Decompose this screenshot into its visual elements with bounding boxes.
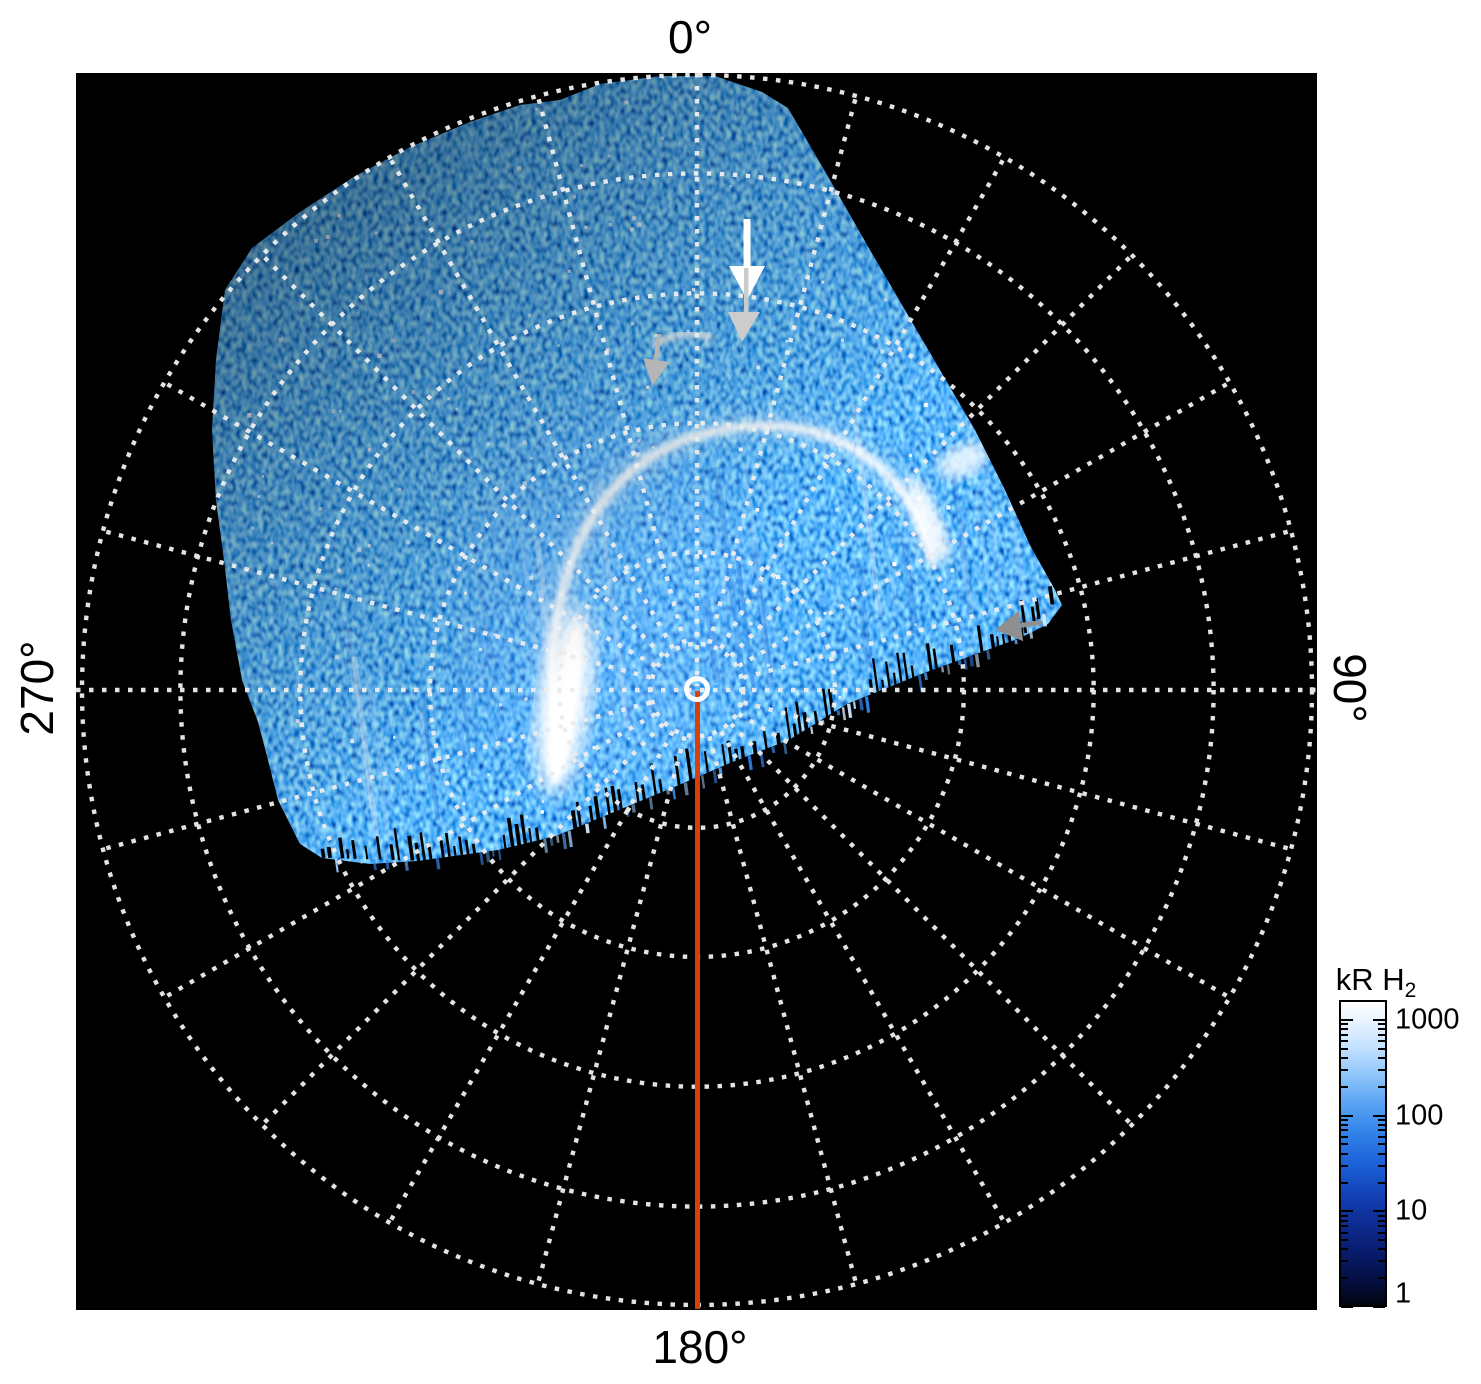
colorbar-tick-label: 1 <box>1395 1277 1412 1310</box>
colorbar-minor-tick <box>1341 1181 1348 1184</box>
angle-label-left: 270° <box>11 640 63 736</box>
colorbar-major-tick <box>1341 1210 1353 1213</box>
colorbar-minor-tick <box>1341 1057 1348 1060</box>
colorbar-minor-tick <box>1341 1260 1348 1263</box>
colorbar-minor-tick <box>1341 1219 1348 1222</box>
colorbar-major-tick <box>1373 1114 1385 1117</box>
colorbar-minor-tick <box>1378 1248 1385 1251</box>
colorbar-title: kR H2 <box>1335 962 1417 1003</box>
colorbar-minor-tick <box>1378 1119 1385 1122</box>
colorbar-major-tick <box>1341 1019 1353 1021</box>
colorbar-minor-tick <box>1378 1085 1385 1088</box>
colorbar-minor-tick <box>1378 1023 1385 1026</box>
colorbar-minor-tick <box>1341 1152 1348 1155</box>
colorbar-minor-tick <box>1378 1057 1385 1060</box>
gray-down-arrow-left <box>643 333 670 386</box>
colorbar-minor-tick <box>1341 1135 1348 1138</box>
colorbar-minor-tick <box>1341 1085 1348 1088</box>
colorbar-minor-tick <box>1341 1047 1348 1050</box>
pole-marker-ring <box>684 676 710 702</box>
colorbar-minor-tick <box>1378 1277 1385 1280</box>
colorbar-tick-label: 1000 <box>1395 1003 1460 1036</box>
colorbar-minor-tick <box>1378 1239 1385 1242</box>
colorbar-major-tick <box>1373 1019 1385 1021</box>
colorbar-major-tick <box>1341 1114 1353 1117</box>
colorbar-minor-tick <box>1378 1214 1385 1217</box>
colorbar-minor-tick <box>1378 1143 1385 1146</box>
colorbar-minor-tick <box>1378 1069 1385 1072</box>
gray-down-arrow-upper <box>728 268 760 342</box>
gray-left-arrow-right-edge <box>995 610 1043 642</box>
colorbar-tick-label: 10 <box>1395 1194 1428 1227</box>
colorbar-minor-tick <box>1378 1047 1385 1050</box>
colorbar-minor-tick <box>1341 1028 1348 1031</box>
colorbar-minor-tick <box>1341 1248 1348 1251</box>
colorbar-minor-tick <box>1378 1040 1385 1043</box>
colorbar-minor-tick <box>1341 1239 1348 1242</box>
colorbar-minor-tick <box>1378 1033 1385 1036</box>
colorbar-tick-label: 100 <box>1395 1099 1444 1132</box>
polar-grid <box>76 72 1317 1308</box>
colorbar-minor-tick <box>1341 1123 1348 1126</box>
colorbar-minor-tick <box>1341 1023 1348 1026</box>
colorbar-minor-tick <box>1378 1164 1385 1167</box>
colorbar-minor-tick <box>1341 1069 1348 1072</box>
colorbar-minor-tick <box>1378 1129 1385 1132</box>
colorbar-minor-tick <box>1341 1040 1348 1043</box>
colorbar-major-tick <box>1341 1306 1353 1308</box>
colorbar-minor-tick <box>1378 1135 1385 1138</box>
colorbar-minor-tick <box>1341 1119 1348 1122</box>
colorbar-minor-tick <box>1378 1123 1385 1126</box>
colorbar-minor-tick <box>1341 1225 1348 1228</box>
colorbar-major-tick <box>1373 1210 1385 1213</box>
colorbar-minor-tick <box>1341 1277 1348 1280</box>
colorbar-minor-tick <box>1341 1129 1348 1132</box>
colorbar-minor-tick <box>1341 1033 1348 1036</box>
colorbar-title-subscript: 2 <box>1404 979 1417 1003</box>
colorbar-minor-tick <box>1378 1152 1385 1155</box>
colorbar-major-tick <box>1373 1306 1385 1308</box>
angle-label-top: 0° <box>668 11 712 63</box>
colorbar-minor-tick <box>1341 1143 1348 1146</box>
colorbar-minor-tick <box>1378 1231 1385 1234</box>
colorbar-minor-tick <box>1378 1260 1385 1263</box>
colorbar-minor-tick <box>1378 1028 1385 1031</box>
colorbar-minor-tick <box>1378 1181 1385 1184</box>
colorbar-minor-tick <box>1341 1214 1348 1217</box>
colorbar-minor-tick <box>1341 1164 1348 1167</box>
colorbar-minor-tick <box>1341 1231 1348 1234</box>
colorbar-minor-tick <box>1378 1219 1385 1222</box>
angle-label-bottom: 180° <box>652 1321 748 1373</box>
colorbar-minor-tick <box>1378 1225 1385 1228</box>
angle-label-right: 90° <box>1324 653 1376 723</box>
